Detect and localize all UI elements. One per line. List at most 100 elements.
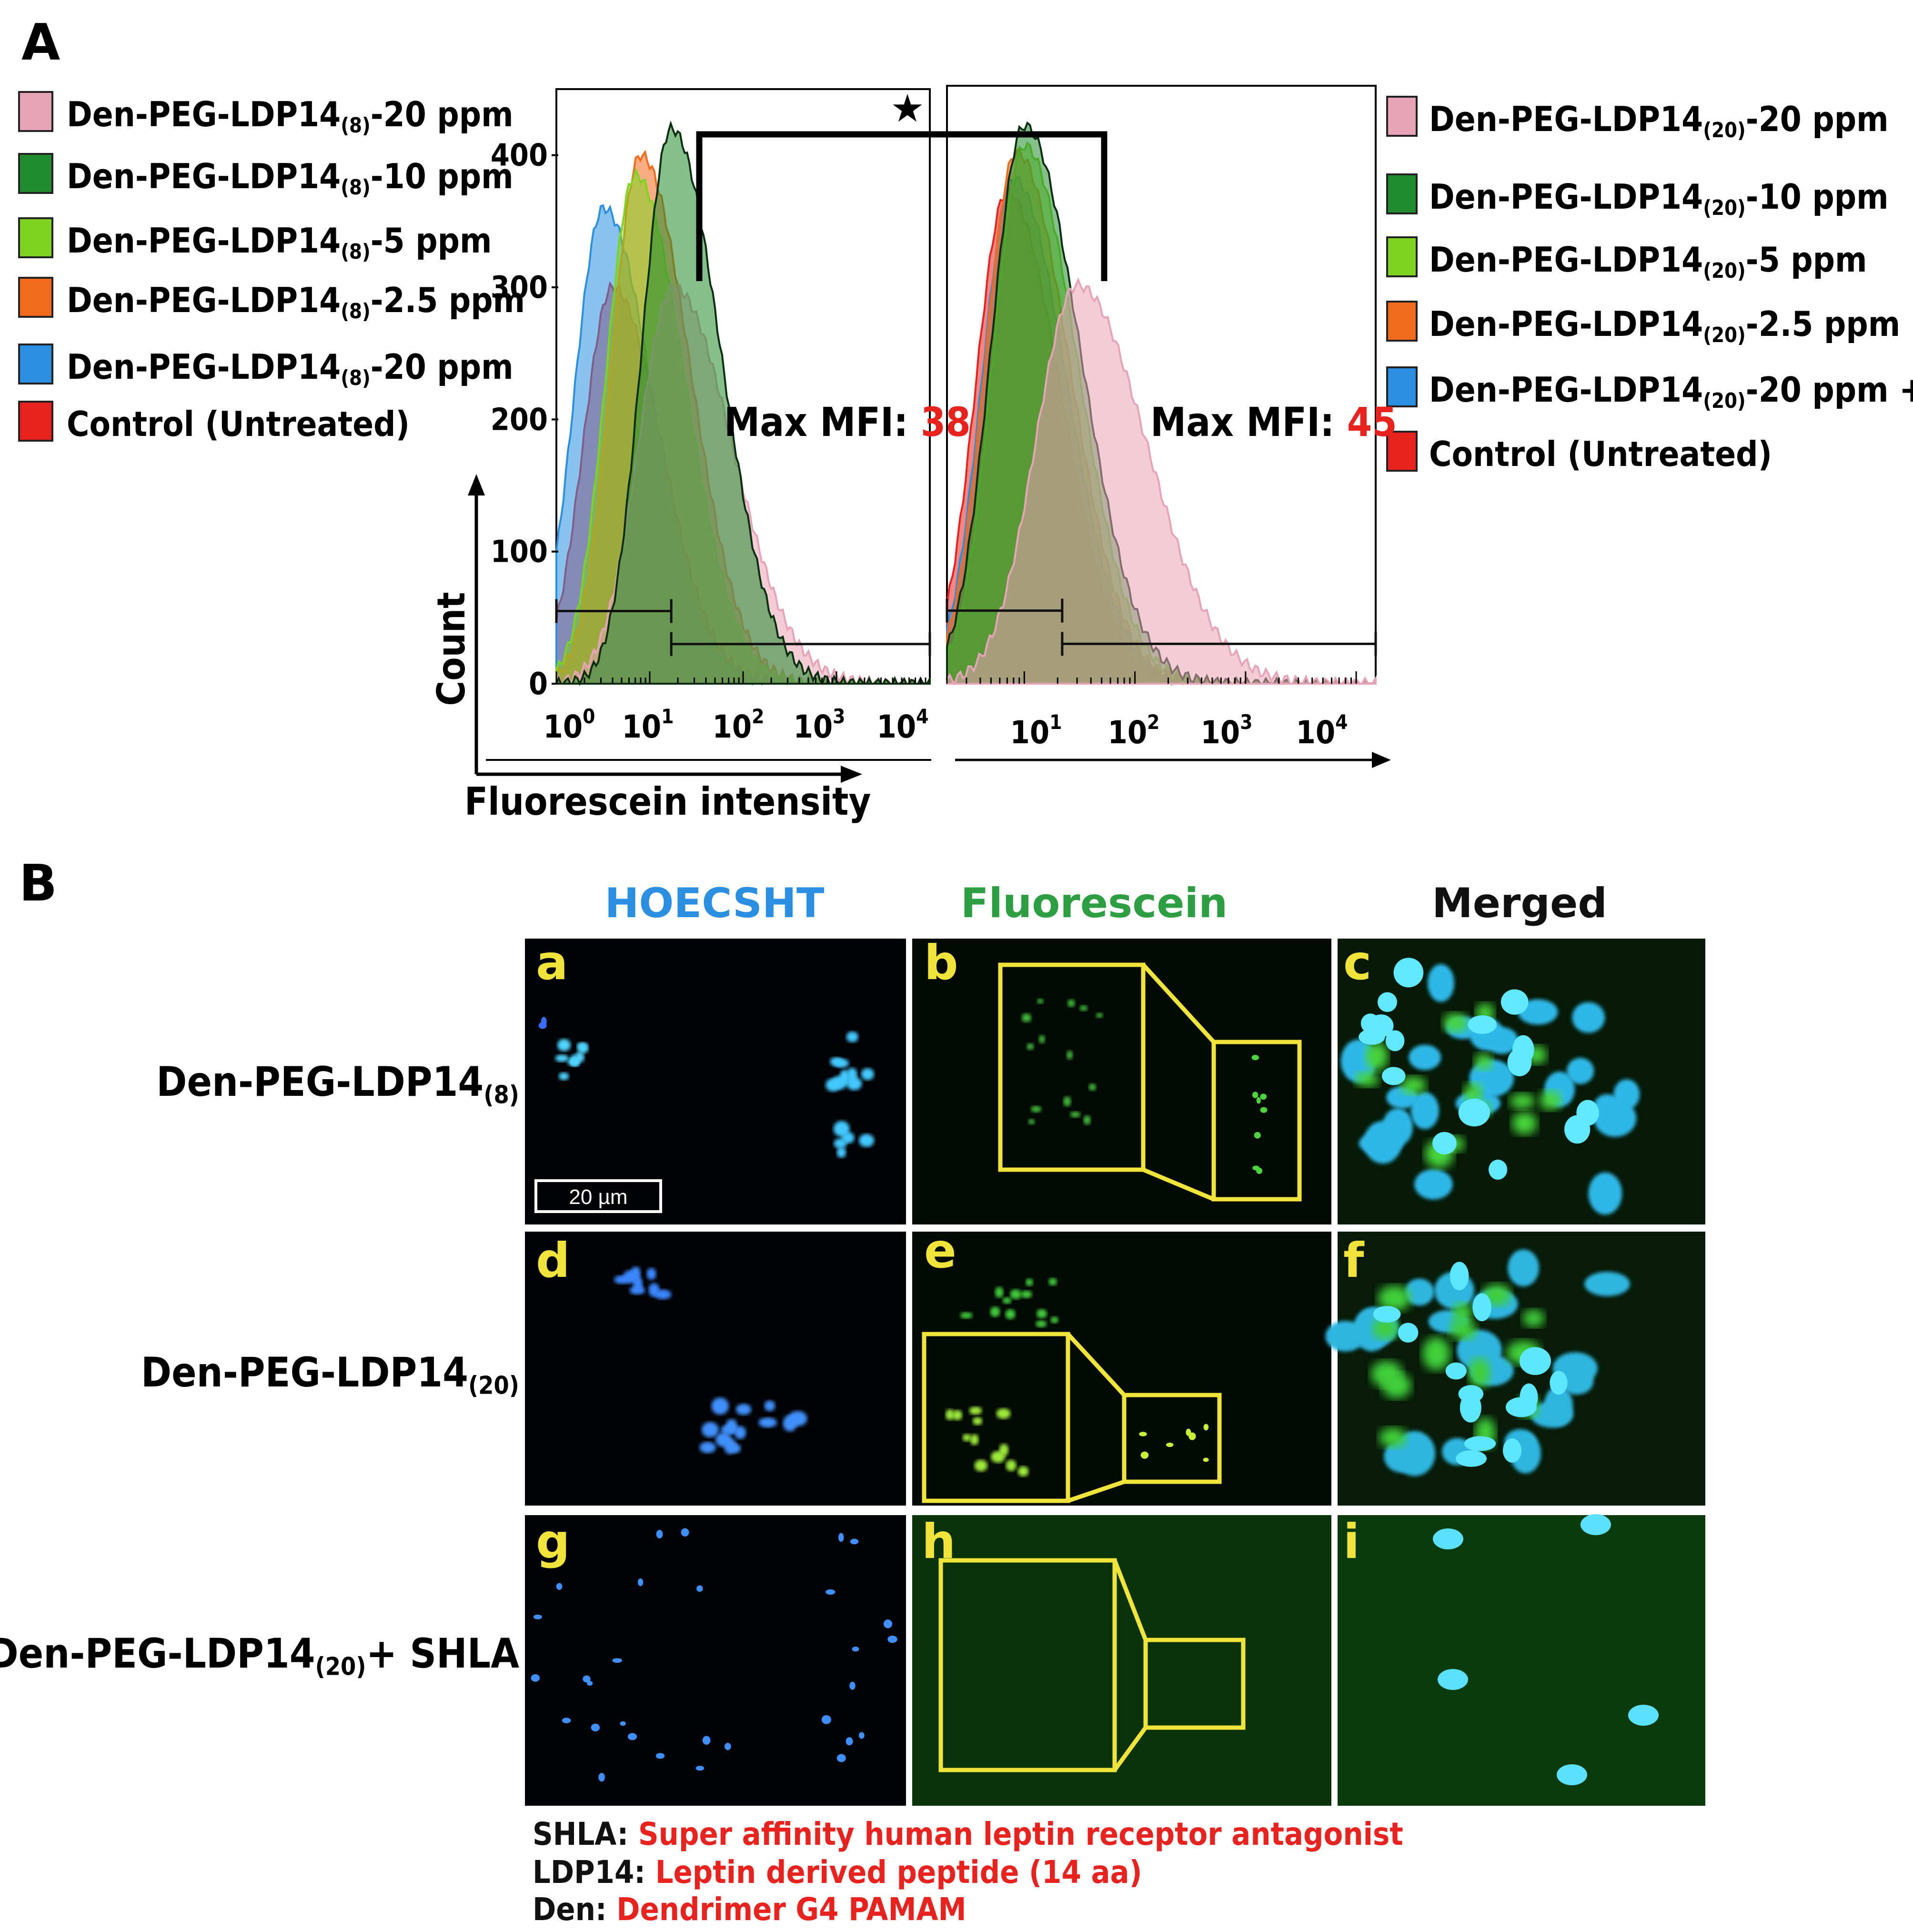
- cell-blob: [655, 1753, 665, 1759]
- y-axis-label: Count: [429, 592, 473, 706]
- legend-left-swatch: [18, 277, 53, 318]
- cell-blob: [1325, 1321, 1366, 1352]
- cell-blob: [1256, 1097, 1261, 1104]
- cell-blob: [1067, 999, 1075, 1007]
- x-tick-label: 102: [713, 705, 765, 745]
- cell-blob: [1377, 992, 1397, 1012]
- legend-left-label: Den-PEG-LDP14(8)-5 ppm: [67, 221, 492, 264]
- cell-blob: [826, 1589, 836, 1595]
- cell-blob: [1063, 1096, 1071, 1107]
- cell-blob: [995, 1286, 1004, 1298]
- cell-blob: [990, 1306, 1000, 1317]
- cell-blob: [1070, 1112, 1081, 1118]
- cell-blob: [1510, 1093, 1535, 1109]
- cell-blob: [836, 1754, 846, 1762]
- x-tick-label: 103: [794, 705, 846, 745]
- cell-blob: [1456, 1450, 1487, 1467]
- cell-blob: [558, 1072, 569, 1081]
- cell-blob: [1355, 1072, 1379, 1087]
- legend-right-swatch: [1386, 431, 1418, 472]
- svg-text:20 µm: 20 µm: [569, 1185, 627, 1209]
- histogram-right: [946, 121, 1377, 686]
- cell-blob: [1385, 1030, 1405, 1052]
- cell-blob: [1458, 1385, 1484, 1403]
- cell-blob: [1028, 1119, 1035, 1125]
- cell-blob: [1036, 1309, 1047, 1318]
- cell-blob: [1410, 1092, 1439, 1129]
- cell-blob: [1166, 1442, 1174, 1447]
- max-mfi-left: Max MFI: 38: [724, 399, 971, 445]
- max-mfi-right: Max MFI: 45: [1150, 399, 1397, 445]
- cell-blob: [1139, 1432, 1147, 1436]
- cell-blob: [557, 1039, 571, 1052]
- cell-blob: [1260, 1107, 1268, 1113]
- cell-blob: [1522, 1309, 1545, 1327]
- tile-d: [525, 1232, 906, 1506]
- cell-blob: [562, 1718, 571, 1723]
- legend-left-swatch: [18, 153, 53, 194]
- cell-blob: [970, 1434, 979, 1446]
- cell-blob: [567, 1058, 579, 1066]
- legend-right-label: Den-PEG-LDP14(20)-2.5 ppm: [1429, 304, 1900, 347]
- y-tick-label: 0: [529, 667, 548, 702]
- cell-blob: [1393, 958, 1424, 988]
- cell-blob: [1432, 1132, 1457, 1155]
- cell-blob: [1379, 1427, 1407, 1448]
- cell-blob: [1021, 1290, 1032, 1298]
- cell-blob: [1474, 1053, 1493, 1071]
- cell-blob: [656, 1529, 663, 1538]
- cell-blob: [654, 1289, 672, 1300]
- gate-marker: [946, 598, 1064, 623]
- cell-blob: [531, 1674, 540, 1682]
- cell-blob: [681, 1528, 689, 1537]
- tile-letter: e: [924, 1223, 956, 1279]
- cell-blob: [628, 1733, 637, 1740]
- cell-blob: [1030, 1106, 1042, 1113]
- cell-blob: [946, 1409, 955, 1420]
- cell-blob: [832, 1075, 847, 1090]
- tile-i: [1338, 1515, 1705, 1806]
- cell-blob: [623, 1270, 640, 1284]
- cell-blob: [1489, 1159, 1508, 1180]
- legend-left-label: Den-PEG-LDP14(8)-2.5 ppm: [67, 280, 525, 324]
- cell-blob: [1427, 964, 1454, 1002]
- tile-letter: c: [1343, 935, 1371, 991]
- cell-blob: [1140, 1451, 1149, 1459]
- cell-blob: [1445, 1362, 1467, 1380]
- cell-blob: [620, 1721, 626, 1726]
- legend-right-label: Control (Untreated): [1429, 434, 1772, 474]
- y-axis-ticks: 0 100 200 300 400: [491, 138, 558, 702]
- cell-blob: [972, 1417, 983, 1425]
- cell-blob: [1422, 1337, 1450, 1371]
- cell-blob: [1572, 1002, 1605, 1033]
- legend-left-label: Control (Untreated): [67, 404, 410, 444]
- cell-blob: [1037, 998, 1044, 1004]
- cell-blob: [1364, 1121, 1402, 1164]
- cell-blob: [1539, 1090, 1562, 1111]
- cell-blob: [586, 1680, 593, 1686]
- legend-left-label: Den-PEG-LDP14(8)-20 ppm: [67, 94, 513, 138]
- legend-left-swatch: [18, 401, 53, 442]
- cell-blob: [849, 1681, 856, 1690]
- cell-blob: [1038, 1035, 1045, 1043]
- histogram-left: [555, 120, 931, 686]
- cell-blob: [758, 1417, 777, 1428]
- legend-left: Den-PEG-LDP14(8)-20 ppm Den-PEG-LDP14(8)-…: [18, 91, 525, 444]
- row-label: Den-PEG-LDP14(20): [141, 1349, 519, 1400]
- cell-blob: [1438, 1669, 1468, 1690]
- x-tick-label: 104: [877, 705, 929, 745]
- histogram-series: [555, 120, 931, 686]
- cell-blob: [1518, 999, 1558, 1025]
- tile-letter: a: [536, 935, 568, 991]
- y-tick-label: 100: [491, 535, 548, 570]
- cell-blob: [1256, 1167, 1263, 1174]
- abbreviation-line: LDP14: Leptin derived peptide (14 aa): [533, 1854, 1142, 1891]
- legend-left-swatch: [18, 91, 53, 132]
- legend-right-swatch: [1386, 96, 1418, 137]
- cell-blob: [1512, 1112, 1537, 1135]
- axis-arrows: [468, 474, 1391, 783]
- cell-blob: [1450, 1262, 1469, 1291]
- cell-nuclei: [531, 958, 1659, 1785]
- cell-blob: [846, 1737, 853, 1746]
